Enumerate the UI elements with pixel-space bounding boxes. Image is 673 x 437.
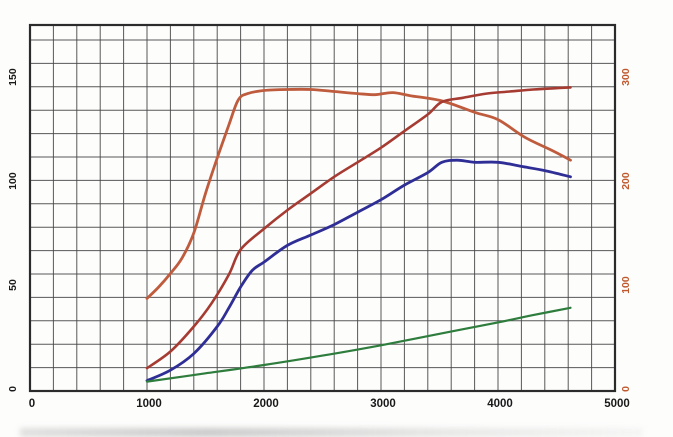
y-right-tick-label: 100: [620, 276, 632, 294]
x-axis-tick-label: 1000: [136, 398, 162, 410]
y-left-tick-label: 100: [7, 172, 19, 190]
y-right-tick-label: 0: [620, 386, 632, 392]
x-axis-tick-label: 5000: [604, 398, 630, 410]
green-line-left-axis-curve: [145, 306, 572, 383]
plot-border: [28, 23, 617, 393]
y-left-tick-label: 50: [7, 279, 19, 291]
y-right-tick-label: 300: [620, 68, 632, 86]
y-left-tick-label: 150: [7, 68, 19, 86]
x-axis-tick-label: 4000: [487, 398, 513, 410]
y-left-tick-label: 0: [7, 386, 19, 392]
x-axis-tick-label: 0: [29, 398, 35, 410]
blue-curve-left-axis-curve: [145, 158, 572, 383]
x-axis-tick-label: 3000: [370, 398, 396, 410]
orange-curve-right-axis-curve: [145, 87, 572, 300]
y-right-tick-label: 200: [620, 172, 632, 190]
dark-red-curve-left-axis-curve: [145, 86, 572, 370]
x-axis-tick-label: 2000: [253, 398, 279, 410]
